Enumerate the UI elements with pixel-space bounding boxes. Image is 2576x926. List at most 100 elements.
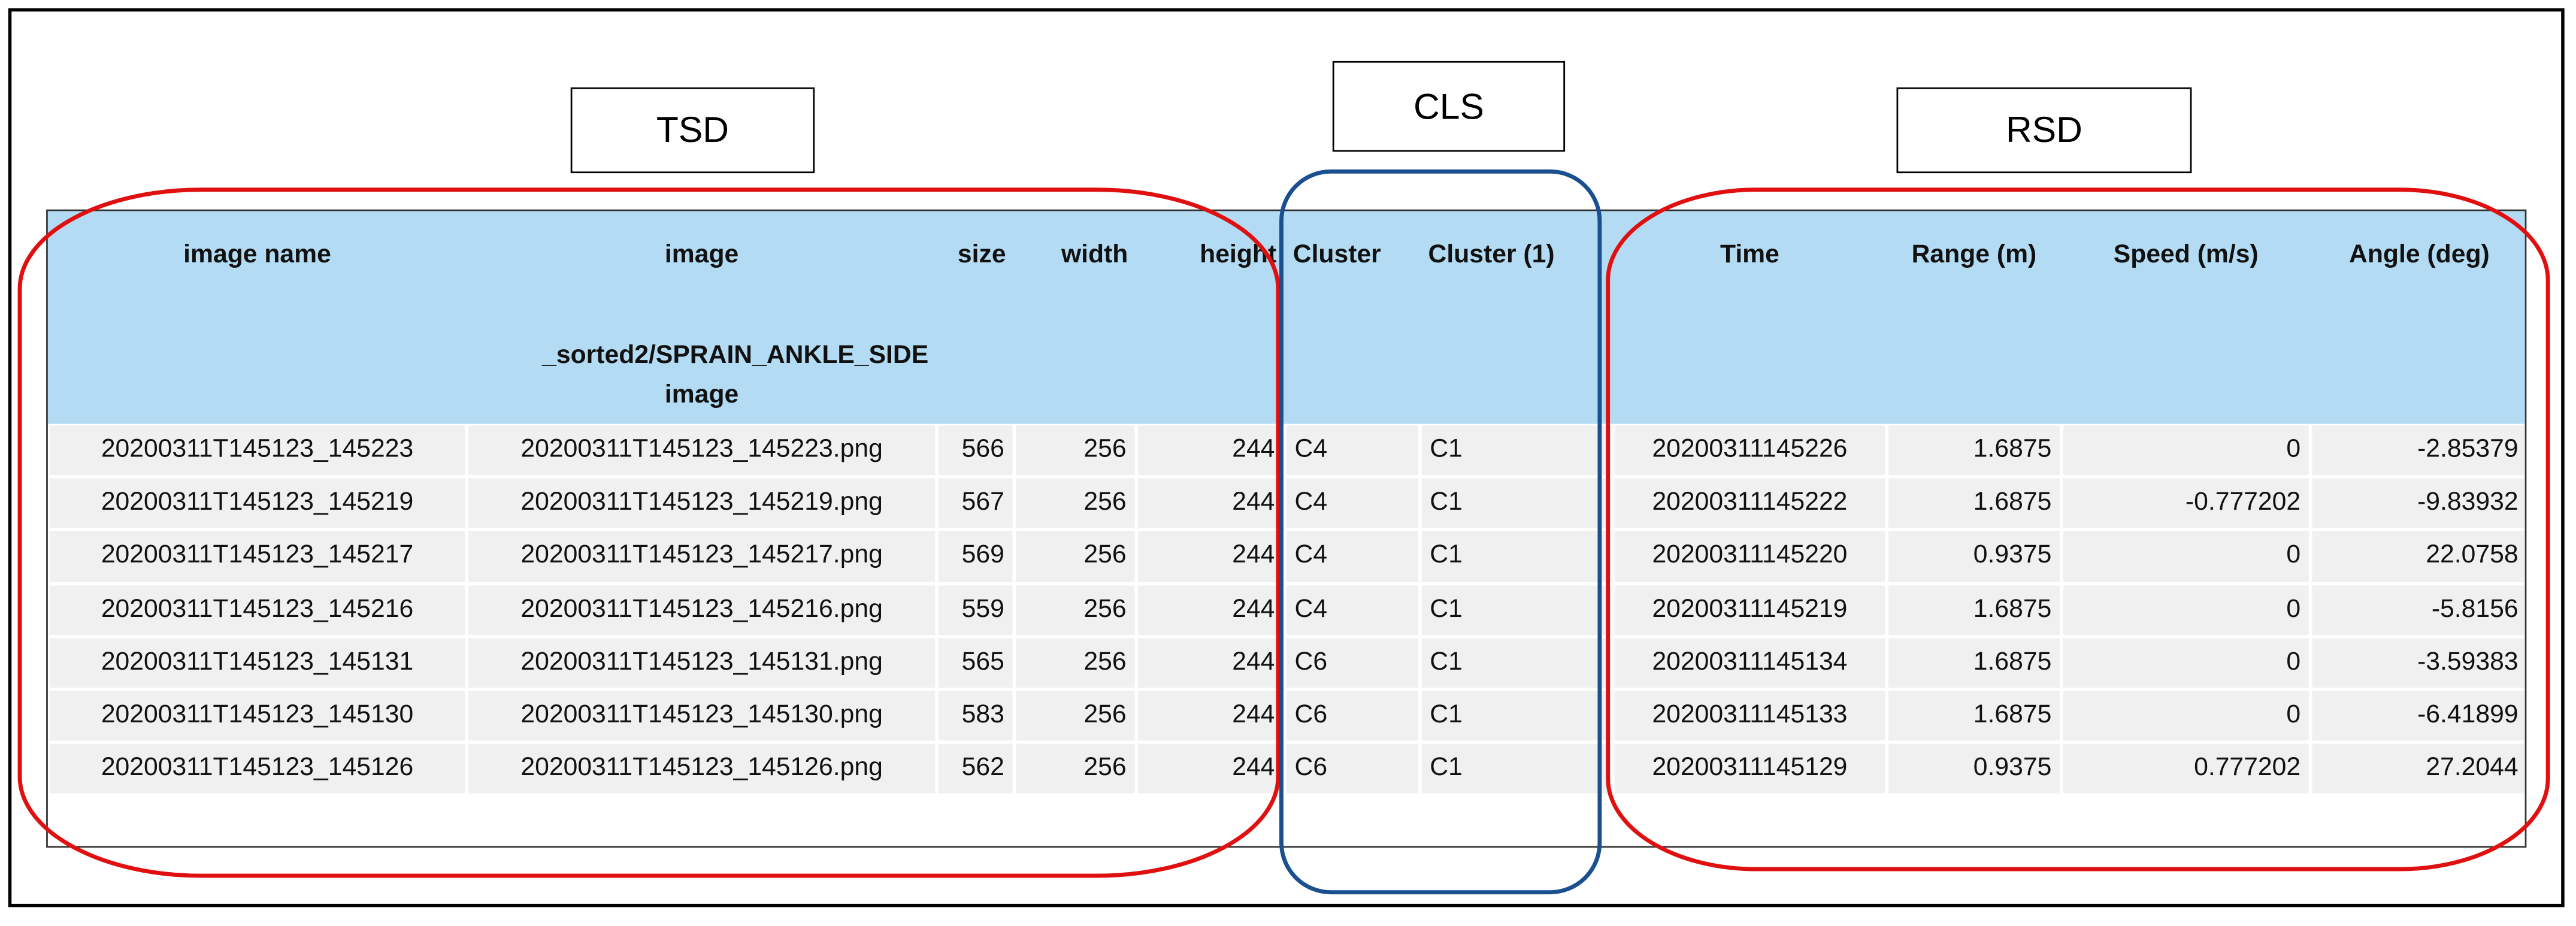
table-cell: C6 [1286,744,1419,794]
table-cell: C1 [1421,479,1612,529]
table-cell: 20200311T145123_145216 [49,585,465,635]
cls-outline [1279,169,1602,895]
table-cell: 0.777202 [2063,744,2309,794]
header-path: sorted2/SPRAIN_ANKLE_SIDE_ [542,341,929,370]
table-cell: 20200311T145123_145130.png [468,691,936,741]
frame [8,8,2565,907]
column-header[interactable]: Angle (deg) [2349,241,2490,269]
table-cell: 244 [1137,425,1284,476]
table-cell: 20200311145134 [1614,638,1885,688]
column-header[interactable]: Range (m) [1911,241,2037,269]
column-header[interactable]: size [957,241,1006,269]
table-cell: 20200311145226 [1614,425,1885,476]
table-cell: 20200311T145123_145219 [49,479,465,529]
table-cell: 27.2044 [2312,744,2525,794]
header-type: image [664,381,739,409]
table-cell: 20200311T145123_145216.png [468,585,936,635]
table-cell: 256 [1016,585,1135,635]
table-cell: 20200311145129 [1614,744,1885,794]
column-header[interactable]: image [664,241,739,269]
table-cell: 244 [1137,479,1284,529]
table-cell: 20200311145222 [1614,479,1885,529]
table-cell: 0.9375 [1888,531,2060,582]
table-cell: 20200311T145123_145131.png [468,638,936,688]
table-cell: 256 [1016,531,1135,582]
table-cell: -0.777202 [2063,479,2309,529]
table-cell: C4 [1286,479,1419,529]
table-cell: 20200311T145123_145130 [49,691,465,741]
column-header[interactable]: width [1061,241,1128,269]
table-cell: 20200311145219 [1614,585,1885,635]
table-cell: 244 [1137,531,1284,582]
rsd-outline [1606,187,2550,871]
cls-label: CLS [1332,60,1566,152]
table-cell: C1 [1421,691,1612,741]
table-cell: C4 [1286,425,1419,476]
table-cell: C6 [1286,638,1419,688]
table-cell: -3.59383 [2312,638,2525,688]
table-cell: 244 [1137,744,1284,794]
tsd-outline [17,187,1281,878]
column-header[interactable]: Cluster (1) [1428,241,1555,269]
table-cell: C1 [1421,531,1612,582]
table-cell: -2.85379 [2312,425,2525,476]
table-cell: 0 [2063,531,2309,582]
table-cell: 256 [1016,744,1135,794]
table-cell: 256 [1016,425,1135,476]
table-cell: 1.6875 [1888,425,2060,476]
table-cell: 256 [1016,479,1135,529]
column-header[interactable]: Time [1720,241,1779,269]
table-cell: C1 [1421,425,1612,476]
table-cell: C1 [1421,744,1612,794]
column-header[interactable]: height [1200,241,1277,269]
table-cell: 567 [938,479,1013,529]
table-cell: C6 [1286,691,1419,741]
table-cell: 0 [2063,691,2309,741]
table-cell: 20200311T145123_145223.png [468,425,936,476]
table-cell: -5.8156 [2312,585,2525,635]
table-cell: 0 [2063,638,2309,688]
table-cell: 0 [2063,585,2309,635]
table-cell: 1.6875 [1888,691,2060,741]
tsd-label: TSD [570,87,815,174]
table-cell: 20200311T145123_145126 [49,744,465,794]
table-cell: 20200311T145123_145126.png [468,744,936,794]
column-header[interactable]: image name [183,241,331,269]
table-cell: 244 [1137,691,1284,741]
table-cell: -9.83932 [2312,479,2525,529]
table-cell: 569 [938,531,1013,582]
table-cell: 565 [938,638,1013,688]
table-cell: 566 [938,425,1013,476]
column-header[interactable]: Speed (m/s) [2113,241,2259,269]
table-cell: -6.41899 [2312,691,2525,741]
table-cell: 256 [1016,691,1135,741]
table-cell: 20200311T145123_145217 [49,531,465,582]
table-cell: 1.6875 [1888,479,2060,529]
rsd-label: RSD [1896,87,2192,174]
table-cell: 244 [1137,638,1284,688]
table-cell: 20200311T145123_145223 [49,425,465,476]
table-cell: 20200311T145123_145217.png [468,531,936,582]
table-cell: 559 [938,585,1013,635]
table-cell: 0.9375 [1888,744,2060,794]
table-cell: 256 [1016,638,1135,688]
table-cell: 1.6875 [1888,585,2060,635]
table-cell: 0 [2063,425,2309,476]
table-cell: 20200311145133 [1614,691,1885,741]
data-table: image name image size width height Cluster Clu… [46,209,2527,848]
table-cell: 22.0758 [2312,531,2525,582]
table-cell: C1 [1421,585,1612,635]
table-cell: 244 [1137,585,1284,635]
table-cell: 20200311T145123_145219.png [468,479,936,529]
column-header[interactable]: Cluster [1292,241,1381,269]
table-cell: C4 [1286,531,1419,582]
table-cell: 20200311T145123_145131 [49,638,465,688]
table-cell: 583 [938,691,1013,741]
table-cell: 562 [938,744,1013,794]
table-cell: C4 [1286,585,1419,635]
header-band [47,211,2525,424]
table-cell: 20200311145220 [1614,531,1885,582]
